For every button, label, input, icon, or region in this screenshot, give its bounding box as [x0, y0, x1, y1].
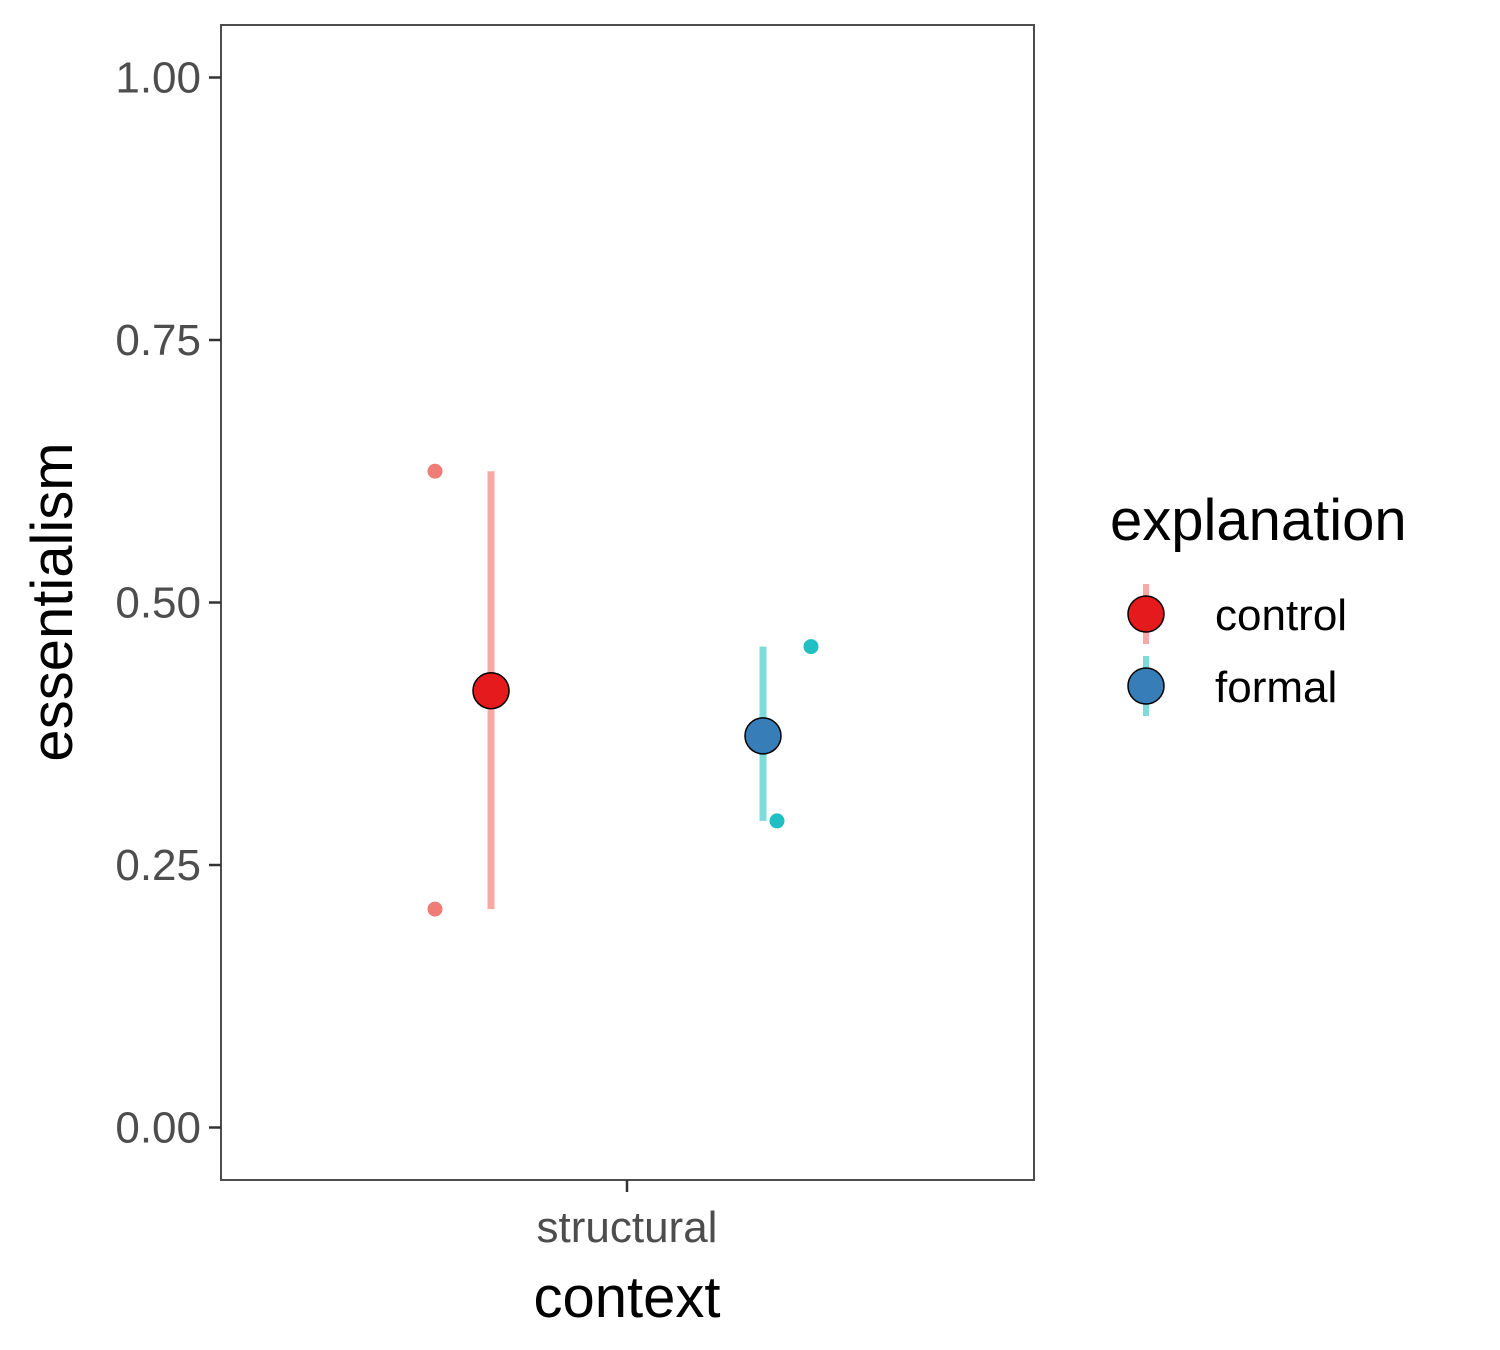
legend-label: control: [1215, 591, 1347, 640]
data-point: [769, 813, 785, 829]
plot-panel: [220, 24, 1035, 1181]
legend: explanation control formal: [1110, 488, 1407, 716]
series-formal: [744, 639, 819, 829]
legend-key-control: [1127, 584, 1165, 644]
series-control: [427, 463, 510, 917]
mean-point: [744, 717, 782, 755]
data-point: [803, 639, 819, 655]
y-axis-title: essentialism: [20, 442, 85, 761]
mean-point: [472, 671, 510, 710]
y-tick-label: 0.00: [115, 1104, 201, 1153]
y-tick-label: 0.50: [115, 579, 201, 628]
y-axis: 0.00 0.25 0.50 0.75 1.00: [115, 54, 221, 1153]
legend-title: explanation: [1110, 488, 1407, 553]
x-axis-title: context: [534, 1265, 721, 1330]
data-point: [427, 901, 443, 917]
y-tick-label: 1.00: [115, 54, 201, 103]
legend-key-point: [1127, 595, 1165, 633]
legend-label: formal: [1215, 663, 1337, 712]
legend-key-point: [1127, 667, 1165, 705]
x-tick-label: structural: [537, 1203, 718, 1252]
y-tick-label: 0.75: [115, 316, 201, 365]
y-tick-label: 0.25: [115, 841, 201, 890]
legend-key-formal: [1127, 656, 1165, 716]
x-axis: structural: [537, 1180, 718, 1252]
data-point: [427, 463, 443, 479]
data-marks: [427, 463, 819, 917]
